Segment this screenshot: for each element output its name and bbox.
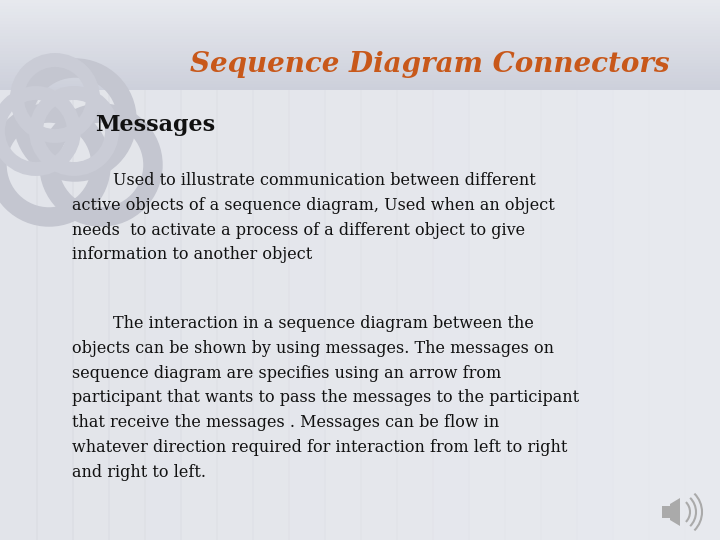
Text: Used to illustrate communication between different
active objects of a sequence : Used to illustrate communication between… xyxy=(72,172,554,264)
FancyBboxPatch shape xyxy=(0,53,720,57)
FancyBboxPatch shape xyxy=(0,56,720,60)
FancyBboxPatch shape xyxy=(0,41,720,45)
FancyBboxPatch shape xyxy=(0,29,720,33)
FancyBboxPatch shape xyxy=(0,38,720,42)
FancyBboxPatch shape xyxy=(0,23,720,27)
FancyBboxPatch shape xyxy=(0,14,720,18)
FancyBboxPatch shape xyxy=(0,0,720,3)
FancyBboxPatch shape xyxy=(0,2,720,6)
FancyBboxPatch shape xyxy=(0,65,720,69)
FancyBboxPatch shape xyxy=(0,26,720,30)
FancyBboxPatch shape xyxy=(0,83,720,87)
Polygon shape xyxy=(670,498,680,526)
FancyBboxPatch shape xyxy=(0,35,720,39)
FancyBboxPatch shape xyxy=(0,44,720,48)
FancyBboxPatch shape xyxy=(0,8,720,12)
FancyBboxPatch shape xyxy=(0,47,720,51)
Text: The interaction in a sequence diagram between the
objects can be shown by using : The interaction in a sequence diagram be… xyxy=(72,315,579,481)
FancyBboxPatch shape xyxy=(36,90,74,540)
FancyBboxPatch shape xyxy=(108,90,146,540)
FancyBboxPatch shape xyxy=(0,74,720,78)
FancyBboxPatch shape xyxy=(662,506,670,518)
FancyBboxPatch shape xyxy=(0,77,720,81)
FancyBboxPatch shape xyxy=(0,90,38,540)
Text: Messages: Messages xyxy=(95,114,215,136)
FancyBboxPatch shape xyxy=(0,86,720,90)
Text: Sequence Diagram Connectors: Sequence Diagram Connectors xyxy=(190,51,670,78)
FancyBboxPatch shape xyxy=(0,68,720,72)
FancyBboxPatch shape xyxy=(0,20,720,24)
FancyBboxPatch shape xyxy=(72,90,110,540)
FancyBboxPatch shape xyxy=(0,5,720,9)
FancyBboxPatch shape xyxy=(0,32,720,36)
FancyBboxPatch shape xyxy=(0,50,720,54)
FancyBboxPatch shape xyxy=(0,62,720,66)
FancyBboxPatch shape xyxy=(0,80,720,84)
FancyBboxPatch shape xyxy=(0,71,720,75)
FancyBboxPatch shape xyxy=(0,59,720,63)
FancyBboxPatch shape xyxy=(0,17,720,21)
FancyBboxPatch shape xyxy=(0,11,720,15)
